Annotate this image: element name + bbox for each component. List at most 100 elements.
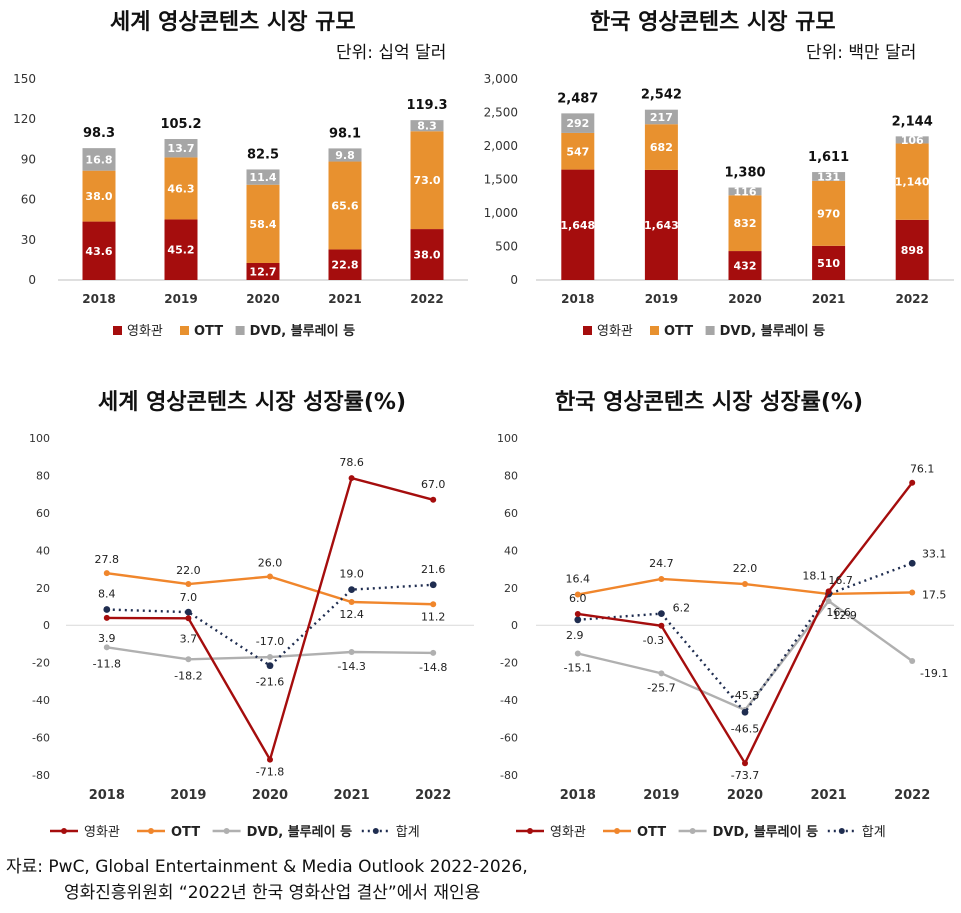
data-label: 13.7: [167, 142, 194, 155]
data-label: 22.0: [733, 562, 758, 575]
data-label: 65.6: [331, 199, 358, 212]
x-tick-label: 2019: [645, 292, 678, 306]
data-label: 16.6: [826, 606, 851, 619]
data-label: 898: [901, 244, 924, 257]
bar-segment: [82, 221, 116, 280]
legend-label: 합계: [396, 825, 420, 840]
x-tick-label: 2021: [334, 788, 370, 803]
x-tick-label: 2022: [410, 292, 443, 306]
y-tick-label: 0: [28, 273, 36, 287]
data-point: [825, 598, 832, 605]
y-tick-label: 60: [36, 507, 50, 520]
data-label: 16.8: [85, 153, 112, 166]
x-tick-label: 2021: [328, 292, 361, 306]
data-label: 33.1: [922, 547, 947, 560]
legend-marker: [372, 828, 379, 834]
data-label: 12.7: [249, 265, 276, 278]
data-point: [185, 581, 192, 588]
data-label: 3.9: [98, 632, 116, 645]
data-label: 45.2: [167, 244, 194, 257]
x-tick-label: 2022: [894, 788, 930, 803]
y-tick-label: -40: [500, 694, 518, 707]
data-label: 22.8: [331, 259, 358, 272]
data-label: 76.1: [910, 463, 935, 476]
legend-label: 영화관: [127, 324, 163, 339]
bar-segment: [644, 169, 678, 280]
data-label: 970: [817, 207, 840, 220]
bar-segment: [812, 180, 846, 246]
bar-segment: [561, 113, 595, 133]
bar-segment: [728, 187, 762, 196]
data-label: -45.3: [731, 689, 759, 702]
data-point: [658, 670, 665, 677]
korea-growth-chart: -80 -60 -40 -20 0 20 40 60 80 100 2018 2019 2020 2021…: [497, 432, 954, 840]
data-label: -14.8: [419, 661, 447, 674]
data-label: 43.6: [85, 245, 112, 258]
data-label: -19.1: [920, 667, 948, 680]
x-tick-label: 2020: [246, 292, 279, 306]
bar-segment: [895, 136, 929, 144]
data-point: [430, 496, 437, 503]
data-point: [658, 575, 665, 582]
data-point: [267, 756, 273, 763]
data-label: 682: [650, 141, 673, 154]
data-label: 8.4: [98, 587, 116, 600]
data-point: [185, 615, 192, 622]
bar-segment: [246, 262, 280, 280]
data-point: [267, 654, 273, 661]
data-label: 22.0: [176, 564, 201, 577]
data-point: [908, 559, 916, 567]
data-point: [185, 608, 192, 616]
y-tick-label: 0: [511, 619, 518, 632]
bar-segment: [328, 148, 362, 162]
legend-label: 영화관: [84, 825, 120, 840]
legend-marker: [689, 828, 696, 834]
data-point: [574, 616, 582, 624]
data-point: [103, 570, 110, 577]
y-tick-label: 40: [36, 544, 50, 557]
y-tick-label: -80: [32, 769, 50, 782]
chart-title-world-growth: 세계 영상콘텐츠 시장 성장률(%): [98, 390, 407, 415]
x-tick-label: 2019: [164, 292, 197, 306]
data-label: 9.8: [335, 149, 355, 162]
bar-segment: [164, 139, 198, 158]
x-tick-label: 2022: [415, 788, 451, 803]
series-line: [106, 476, 434, 763]
data-point: [909, 589, 916, 596]
data-label: 217: [650, 111, 673, 124]
data-point: [574, 650, 581, 657]
chart-title-korea-growth: 한국 영상콘텐츠 시장 성장률(%): [555, 390, 864, 415]
data-label: 2.9: [566, 629, 584, 642]
data-point: [185, 656, 192, 663]
chart-title-world-size: 세계 영상콘텐츠 시장 규모: [110, 10, 356, 35]
x-tick-label: 2018: [560, 788, 596, 803]
data-label: -18.2: [174, 669, 202, 682]
y-tick-label: -60: [32, 732, 50, 745]
data-label: 11.4: [249, 171, 276, 184]
data-label: 27.8: [95, 553, 120, 566]
total-label: 98.3: [83, 126, 115, 141]
data-label: 18.1: [802, 569, 827, 582]
data-label: 58.4: [249, 218, 276, 231]
bar-segment: [82, 148, 116, 171]
data-label: 38.0: [85, 190, 112, 203]
bar-segment: [410, 131, 444, 230]
y-tick-label: 1,500: [484, 173, 518, 187]
data-point: [909, 657, 916, 664]
data-point: [741, 708, 749, 716]
data-label: -0.3: [643, 634, 664, 647]
total-label: 2,542: [641, 88, 682, 103]
unit-label-world: 단위: 십억 달러: [336, 43, 447, 63]
x-tick-label: 2018: [89, 788, 125, 803]
total-label: 2,487: [557, 91, 598, 106]
bar-segment: [728, 195, 762, 252]
data-point: [658, 610, 665, 618]
data-label: -17.0: [256, 635, 284, 648]
data-point: [825, 588, 832, 595]
data-label: 12.9: [832, 609, 857, 622]
data-label: 46.3: [167, 182, 194, 195]
data-label: 1,643: [644, 219, 679, 232]
data-label: 547: [566, 145, 589, 158]
x-tick-label: 2020: [728, 292, 761, 306]
data-point: [103, 614, 110, 621]
